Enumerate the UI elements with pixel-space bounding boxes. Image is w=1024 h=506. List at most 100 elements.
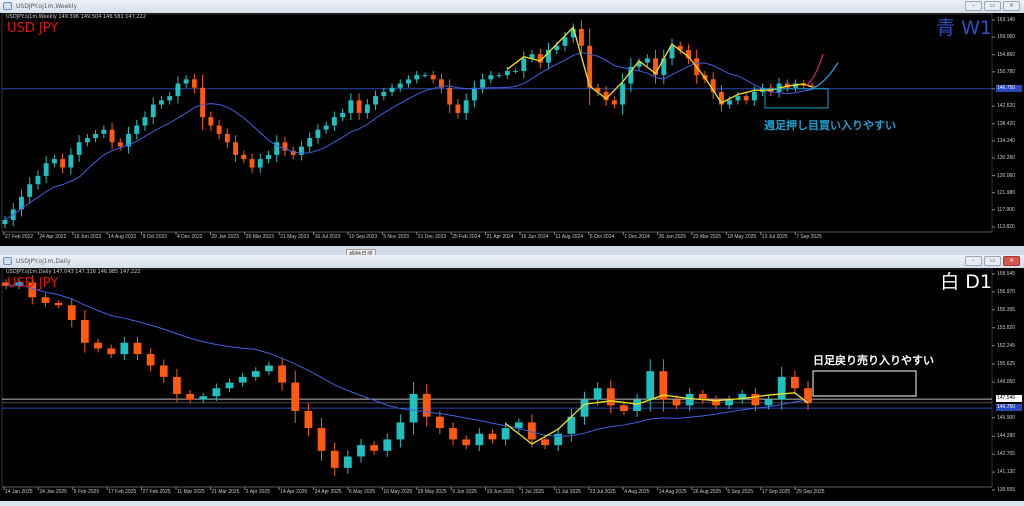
weekly-chart-window: USDJPY.oj1m,Weekly – ▭ × USDJPY.oj1m,Wee… <box>0 0 1024 246</box>
date-axis-label: 18 May 2025 <box>727 234 757 240</box>
candle <box>41 297 50 303</box>
candle <box>133 342 142 355</box>
candle <box>84 138 90 143</box>
date-axis-label: 28 May 2025 <box>417 489 447 495</box>
daily-info-line: USDJPY.oj1m,Daily 147.043 147.316 146.98… <box>6 269 141 275</box>
date-axis-label: 17 Sep 2025 <box>761 489 791 495</box>
weekly-info-line: USDJPY.oj1m,Weekly 149.396 149.504 146.5… <box>6 14 146 20</box>
candle <box>323 125 329 130</box>
date-axis-label: 5 Feb 2025 <box>73 489 100 495</box>
plot-frame <box>1 268 993 488</box>
daily-window-title: USDJPY.oj1m,Daily <box>16 258 71 265</box>
price-axis-label: 154.860 <box>997 51 1016 58</box>
date-axis-label: 1 Dec 2024 <box>624 234 650 240</box>
date-axis-label: 16 Jul 2023 <box>314 234 341 240</box>
weekly-timeframe-label: 青 W1 <box>936 17 992 39</box>
daily-zone-box <box>812 370 917 397</box>
restore-button[interactable]: ▭ <box>984 256 1001 266</box>
weekly-chart[interactable]: USDJPY.oj1m,Weekly 149.396 149.504 146.5… <box>0 13 1024 246</box>
date-axis-label: 24 Apr 2025 <box>314 489 342 495</box>
weekly-current-price-tag: 146.750 <box>996 85 1022 93</box>
daily-chart[interactable]: USDJPY.oj1m,Daily 147.043 147.316 146.98… <box>0 268 1024 501</box>
candle <box>251 371 260 377</box>
candle <box>764 399 773 406</box>
candle <box>455 104 461 113</box>
date-axis-label: 5 Sep 2025 <box>727 489 753 495</box>
candle <box>488 75 494 80</box>
candle <box>501 428 510 440</box>
candle <box>331 117 337 126</box>
candle <box>200 87 206 118</box>
candle <box>81 320 89 343</box>
minimize-button[interactable]: – <box>965 1 982 11</box>
candle <box>633 399 641 412</box>
candle <box>725 399 733 406</box>
candle <box>686 49 691 59</box>
candle <box>554 45 560 50</box>
candle <box>142 117 148 126</box>
candle <box>698 393 707 400</box>
date-axis-label: 23 Mar 2025 <box>693 234 722 240</box>
candle <box>317 428 326 451</box>
candle <box>307 138 313 147</box>
candle <box>435 416 444 429</box>
date-axis-label: 31 Dec 2023 <box>417 234 447 240</box>
candle <box>644 58 650 63</box>
candle <box>636 62 642 67</box>
daily-title-bar[interactable]: USDJPY.oj1m,Daily – ▭ × <box>0 255 1024 268</box>
candle <box>488 433 497 440</box>
candle <box>241 154 247 160</box>
candle <box>186 393 194 400</box>
candle <box>27 184 33 197</box>
candle <box>54 302 63 306</box>
candle <box>422 393 431 417</box>
candle <box>383 439 392 451</box>
candle <box>430 75 436 80</box>
candle <box>2 282 10 286</box>
candle <box>68 154 74 168</box>
candle <box>348 100 354 113</box>
candle <box>67 305 76 321</box>
daily-line-price-tag: 147.546 <box>996 395 1022 402</box>
candle <box>282 142 288 151</box>
candle <box>738 393 747 400</box>
candle <box>521 58 527 71</box>
date-axis-label: 9 Oct 2022 <box>142 234 168 240</box>
candle <box>414 75 420 80</box>
candle <box>661 58 667 76</box>
date-axis-label: 26 Mar 2023 <box>245 234 274 240</box>
candle <box>238 376 247 383</box>
date-axis-label: 4 Aug 2025 <box>624 489 650 495</box>
candle <box>475 433 484 446</box>
candle <box>567 416 576 434</box>
date-axis-label: 11 Aug 2024 <box>555 234 584 240</box>
price-axis-label: 152.245 <box>997 342 1016 349</box>
candle <box>471 87 477 101</box>
price-axis-label: 150.625 <box>997 361 1016 368</box>
candle <box>257 159 263 168</box>
candle <box>28 282 37 298</box>
date-axis-label: 16 Jun 2024 <box>521 234 549 240</box>
candle <box>126 133 131 147</box>
date-axis-label: 14 Jan 2025 <box>5 489 33 495</box>
date-axis-label: 10 Sep 2023 <box>349 234 378 240</box>
price-axis-label: 159.060 <box>997 34 1016 41</box>
candle <box>35 175 41 185</box>
price-axis-label: 142.620 <box>997 103 1016 110</box>
close-button[interactable]: × <box>1003 1 1020 11</box>
date-axis-label: 24 Apr 2022 <box>39 234 67 240</box>
candle <box>790 376 799 389</box>
candle <box>718 91 724 105</box>
close-button[interactable]: × <box>1003 256 1020 266</box>
weekly-zone-box <box>764 88 829 109</box>
candle <box>603 91 609 101</box>
candle <box>438 79 444 88</box>
date-axis-label: 29 Sep 2025 <box>796 489 825 495</box>
candle <box>743 96 749 101</box>
price-axis-label: 155.395 <box>997 306 1016 313</box>
minimize-button[interactable]: – <box>965 256 982 266</box>
restore-button[interactable]: ▭ <box>984 1 1001 11</box>
weekly-title-bar[interactable]: USDJPY.oj1m,Weekly – ▭ × <box>0 0 1024 13</box>
date-axis-label: 21 May 2023 <box>280 234 310 240</box>
candle <box>578 28 584 46</box>
